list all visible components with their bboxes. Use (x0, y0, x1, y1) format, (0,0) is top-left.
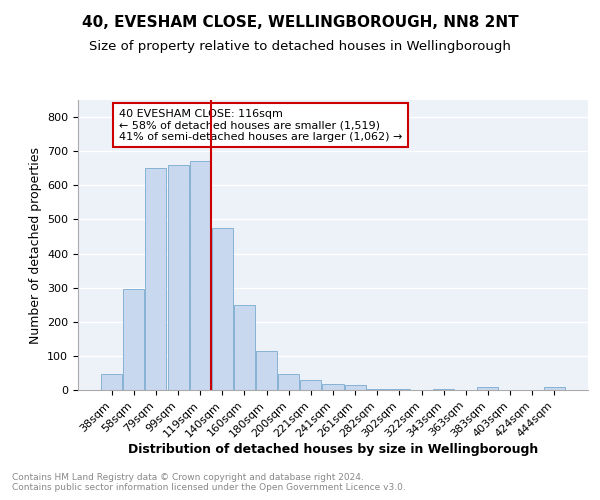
Bar (301, 380, 322, 390)
Text: Contains HM Land Registry data © Crown copyright and database right 2024.
Contai: Contains HM Land Registry data © Crown c… (12, 472, 406, 492)
Bar (278, 374, 299, 390)
Bar (101, 374, 122, 390)
Text: 40, EVESHAM CLOSE, WELLINGBOROUGH, NN8 2NT: 40, EVESHAM CLOSE, WELLINGBOROUGH, NN8 2… (82, 15, 518, 30)
Text: Distribution of detached houses by size in Wellingborough: Distribution of detached houses by size … (128, 442, 538, 456)
Bar (234, 304, 255, 390)
Bar (344, 385, 365, 390)
Bar (478, 388, 499, 390)
Text: Size of property relative to detached houses in Wellingborough: Size of property relative to detached ho… (89, 40, 511, 53)
Text: 40 EVESHAM CLOSE: 116sqm
← 58% of detached houses are smaller (1,519)
41% of sem: 40 EVESHAM CLOSE: 116sqm ← 58% of detach… (119, 108, 402, 142)
Bar (256, 352, 277, 390)
Bar (544, 388, 565, 390)
Bar (212, 228, 233, 390)
Bar (124, 290, 145, 390)
Bar (167, 165, 188, 390)
Bar (367, 388, 388, 390)
Bar (145, 168, 166, 390)
Bar (322, 384, 344, 390)
Bar (190, 162, 211, 390)
Y-axis label: Number of detached properties: Number of detached properties (29, 146, 41, 344)
